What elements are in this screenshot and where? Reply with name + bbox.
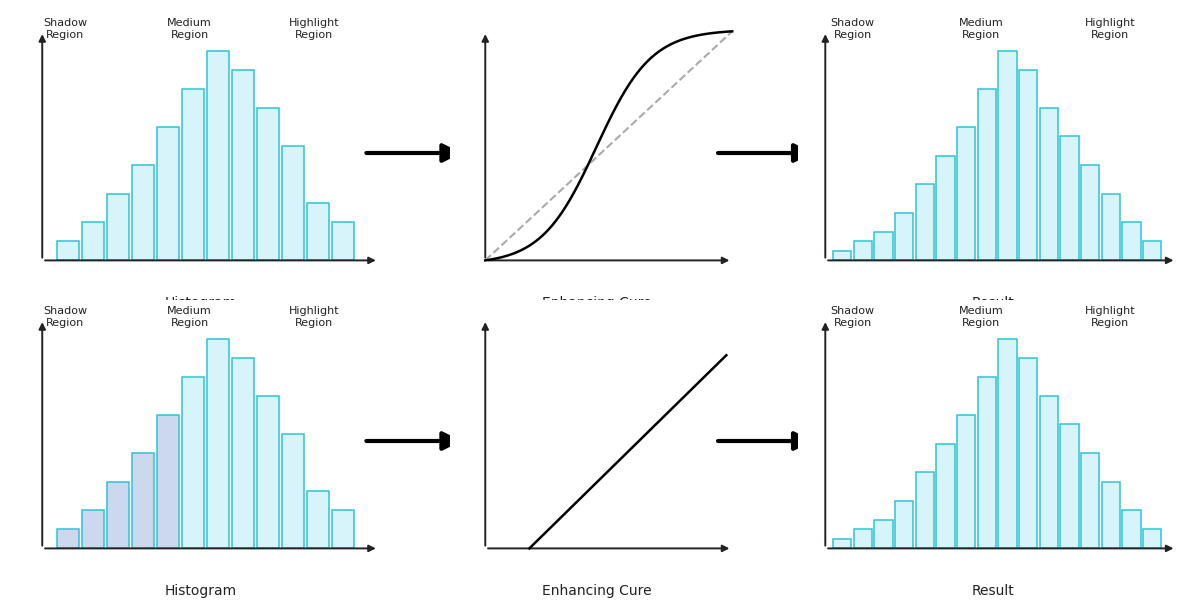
Bar bbox=[1019, 70, 1037, 260]
Bar bbox=[833, 251, 851, 260]
Bar bbox=[182, 377, 204, 548]
Bar bbox=[998, 338, 1016, 548]
Bar bbox=[833, 539, 851, 548]
Bar bbox=[331, 510, 354, 548]
Bar bbox=[257, 396, 278, 548]
Text: Result: Result bbox=[972, 584, 1014, 598]
Bar bbox=[257, 108, 278, 260]
Bar bbox=[157, 415, 179, 548]
Bar bbox=[916, 184, 934, 260]
Text: Result: Result bbox=[972, 296, 1014, 310]
Text: Shadow
Region: Shadow Region bbox=[830, 17, 875, 40]
Bar bbox=[1039, 108, 1058, 260]
Text: Shadow
Region: Shadow Region bbox=[830, 305, 875, 328]
Bar bbox=[1019, 358, 1037, 548]
Bar bbox=[936, 155, 955, 260]
Bar bbox=[282, 146, 304, 260]
Bar bbox=[875, 232, 893, 260]
Bar bbox=[1081, 165, 1099, 260]
Bar bbox=[282, 434, 304, 548]
Bar bbox=[875, 520, 893, 548]
Bar bbox=[232, 358, 254, 548]
Bar bbox=[1081, 453, 1099, 548]
Bar bbox=[307, 491, 329, 548]
Text: Highlight
Region: Highlight Region bbox=[289, 17, 340, 40]
Text: Medium
Region: Medium Region bbox=[167, 17, 212, 40]
Bar bbox=[132, 165, 154, 260]
Text: Medium
Region: Medium Region bbox=[959, 305, 1003, 328]
Bar bbox=[107, 482, 130, 548]
Bar bbox=[1061, 136, 1079, 260]
Bar bbox=[1144, 241, 1162, 260]
Bar bbox=[132, 453, 154, 548]
Bar bbox=[331, 222, 354, 260]
Bar bbox=[958, 415, 976, 548]
Bar bbox=[895, 501, 913, 548]
Text: Shadow
Region: Shadow Region bbox=[43, 17, 86, 40]
Bar bbox=[853, 241, 872, 260]
Bar bbox=[83, 510, 104, 548]
Bar bbox=[895, 213, 913, 260]
Bar bbox=[1061, 424, 1079, 548]
Text: Medium
Region: Medium Region bbox=[959, 17, 1003, 40]
Bar bbox=[1144, 529, 1162, 548]
Text: Enhancing Cure: Enhancing Cure bbox=[542, 296, 652, 310]
Bar bbox=[978, 377, 996, 548]
Bar bbox=[1102, 482, 1120, 548]
Text: Highlight
Region: Highlight Region bbox=[289, 305, 340, 328]
Text: Enhancing Cure: Enhancing Cure bbox=[542, 584, 652, 598]
Text: Highlight
Region: Highlight Region bbox=[1085, 305, 1135, 328]
Bar bbox=[208, 50, 229, 260]
Bar bbox=[157, 127, 179, 260]
Bar bbox=[916, 472, 934, 548]
Bar bbox=[1122, 510, 1141, 548]
Text: Medium
Region: Medium Region bbox=[167, 305, 212, 328]
Bar bbox=[208, 338, 229, 548]
Bar bbox=[58, 529, 79, 548]
Text: Highlight
Region: Highlight Region bbox=[1085, 17, 1135, 40]
Bar bbox=[307, 203, 329, 260]
Text: Histogram: Histogram bbox=[164, 584, 238, 598]
Bar bbox=[107, 194, 130, 260]
Bar bbox=[58, 241, 79, 260]
Bar bbox=[958, 127, 976, 260]
Bar bbox=[83, 222, 104, 260]
Bar bbox=[978, 89, 996, 260]
Bar bbox=[853, 529, 872, 548]
Bar bbox=[1102, 194, 1120, 260]
Bar bbox=[998, 50, 1016, 260]
Bar bbox=[1039, 396, 1058, 548]
Bar bbox=[936, 443, 955, 548]
Bar bbox=[232, 70, 254, 260]
Bar bbox=[182, 89, 204, 260]
Text: Shadow
Region: Shadow Region bbox=[43, 305, 86, 328]
Bar bbox=[1122, 222, 1141, 260]
Text: Histogram: Histogram bbox=[164, 296, 238, 310]
